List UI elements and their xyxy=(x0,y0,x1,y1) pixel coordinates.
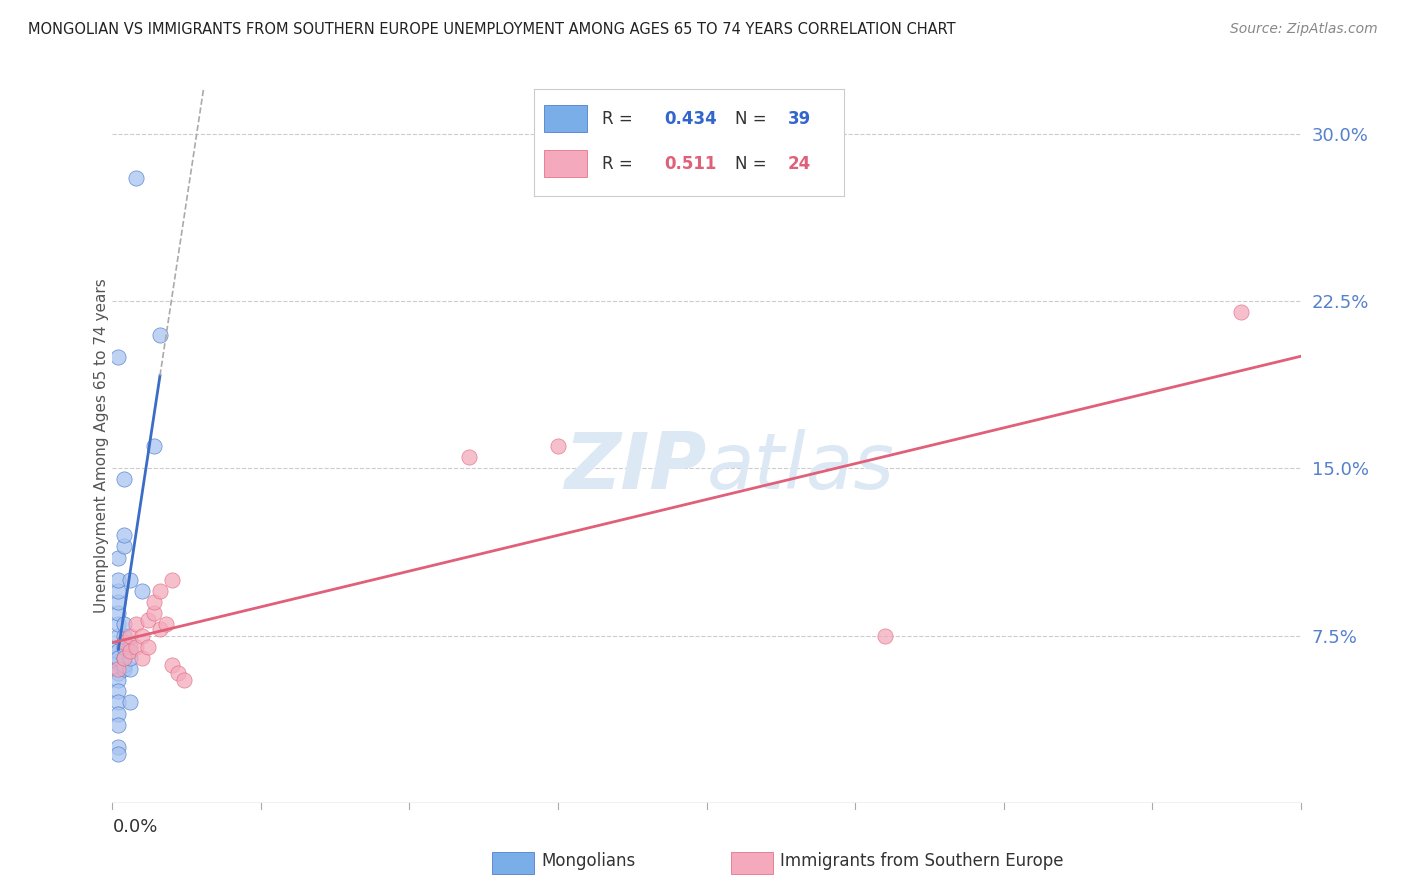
Point xyxy=(107,662,129,676)
Point xyxy=(149,583,172,598)
Text: Immigrants from Southern Europe: Immigrants from Southern Europe xyxy=(780,852,1064,870)
Text: 0.0%: 0.0% xyxy=(112,819,157,837)
Point xyxy=(107,651,129,665)
Text: 39: 39 xyxy=(787,110,811,128)
Point xyxy=(120,662,142,676)
FancyBboxPatch shape xyxy=(544,105,586,132)
Point xyxy=(125,171,148,186)
Text: atlas: atlas xyxy=(707,429,894,506)
Point xyxy=(131,651,153,665)
Point xyxy=(112,539,135,553)
Point xyxy=(112,528,135,542)
Text: 24: 24 xyxy=(787,154,811,172)
Point xyxy=(547,439,569,453)
Point xyxy=(107,666,129,681)
Point xyxy=(1230,305,1253,319)
Point xyxy=(112,628,135,642)
Point xyxy=(173,673,195,687)
Point xyxy=(143,595,166,609)
Point xyxy=(107,655,129,669)
Text: N =: N = xyxy=(735,154,766,172)
Point xyxy=(112,657,135,672)
Text: Mongolians: Mongolians xyxy=(541,852,636,870)
Point xyxy=(107,628,129,642)
Text: N =: N = xyxy=(735,110,766,128)
Point xyxy=(107,350,129,364)
Point xyxy=(107,684,129,698)
Point xyxy=(149,622,172,636)
Point xyxy=(136,640,159,654)
Point xyxy=(107,550,129,565)
Point xyxy=(107,573,129,587)
Point xyxy=(107,595,129,609)
Point xyxy=(120,640,142,654)
Point xyxy=(107,740,129,755)
Point xyxy=(120,651,142,665)
Point xyxy=(107,640,129,654)
Point xyxy=(107,644,129,658)
Point xyxy=(112,635,135,649)
Point xyxy=(107,673,129,687)
Point xyxy=(107,717,129,731)
Point xyxy=(107,696,129,710)
Point xyxy=(125,640,148,654)
Point xyxy=(120,628,142,642)
Point xyxy=(120,696,142,710)
Point xyxy=(107,706,129,721)
Text: R =: R = xyxy=(602,110,633,128)
FancyBboxPatch shape xyxy=(544,150,586,177)
Text: 0.434: 0.434 xyxy=(664,110,717,128)
Y-axis label: Unemployment Among Ages 65 to 74 years: Unemployment Among Ages 65 to 74 years xyxy=(94,278,108,614)
Point xyxy=(131,583,153,598)
Point xyxy=(107,747,129,761)
Point xyxy=(107,617,129,632)
Point xyxy=(131,628,153,642)
Text: Source: ZipAtlas.com: Source: ZipAtlas.com xyxy=(1230,22,1378,37)
Point xyxy=(873,628,896,642)
Point xyxy=(136,613,159,627)
Text: MONGOLIAN VS IMMIGRANTS FROM SOUTHERN EUROPE UNEMPLOYMENT AMONG AGES 65 TO 74 YE: MONGOLIAN VS IMMIGRANTS FROM SOUTHERN EU… xyxy=(28,22,956,37)
Point xyxy=(457,450,479,465)
Point xyxy=(143,607,166,621)
Point xyxy=(160,573,183,587)
Point xyxy=(112,473,135,487)
Point xyxy=(149,327,172,342)
Text: R =: R = xyxy=(602,154,633,172)
Text: 0.511: 0.511 xyxy=(664,154,717,172)
Point xyxy=(107,662,129,676)
Point xyxy=(143,439,166,453)
Point xyxy=(112,662,135,676)
Text: ZIP: ZIP xyxy=(564,429,707,506)
Point xyxy=(112,651,135,665)
Point xyxy=(112,640,135,654)
Point xyxy=(166,666,188,681)
Point xyxy=(120,644,142,658)
Point xyxy=(155,617,177,632)
Point xyxy=(107,607,129,621)
Point xyxy=(112,651,135,665)
Point xyxy=(107,583,129,598)
Point xyxy=(160,657,183,672)
Point xyxy=(120,573,142,587)
Point xyxy=(112,617,135,632)
Point xyxy=(125,617,148,632)
